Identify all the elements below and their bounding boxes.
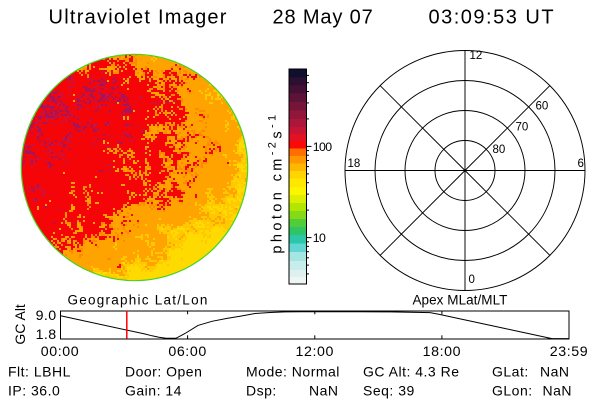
svg-text:6: 6 [578, 158, 584, 170]
svg-text:NaN: NaN [309, 383, 339, 399]
svg-text:NaN: NaN [543, 383, 573, 399]
svg-text:70: 70 [516, 122, 529, 134]
svg-text:06:00: 06:00 [168, 344, 207, 360]
svg-text:Mode: Normal: Mode: Normal [246, 364, 340, 380]
svg-text:1.8: 1.8 [36, 327, 57, 343]
svg-text:Geographic Lat/Lon: Geographic Lat/Lon [68, 292, 209, 307]
svg-text:GLat:: GLat: [492, 364, 529, 380]
svg-text:Apex MLat/MLT: Apex MLat/MLT [413, 292, 508, 307]
svg-text:Flt: LBHL: Flt: LBHL [8, 364, 71, 380]
svg-text:photon cm-2s-1: photon cm-2s-1 [267, 111, 286, 253]
svg-text:28 May 07: 28 May 07 [273, 6, 374, 28]
svg-text:03:09:53 UT: 03:09:53 UT [429, 6, 556, 28]
svg-text:GLon:: GLon: [492, 383, 533, 399]
svg-text:18: 18 [348, 158, 361, 170]
svg-text:NaN: NaN [540, 364, 570, 380]
svg-text:18:00: 18:00 [423, 344, 462, 360]
svg-text:60: 60 [536, 101, 549, 113]
svg-text:Seq: 39: Seq: 39 [363, 383, 415, 399]
svg-text:23:59: 23:59 [550, 344, 589, 360]
svg-text:GC Alt: GC Alt [12, 304, 28, 345]
svg-text:Ultraviolet Imager: Ultraviolet Imager [49, 6, 228, 28]
svg-text:00:00: 00:00 [41, 344, 80, 360]
svg-text:10: 10 [313, 231, 326, 245]
svg-text:IP: 36.0: IP: 36.0 [8, 383, 60, 399]
svg-text:Dsp:: Dsp: [246, 383, 277, 399]
svg-text:12:00: 12:00 [296, 344, 335, 360]
svg-text:100: 100 [313, 140, 332, 154]
svg-text:0: 0 [469, 274, 475, 286]
svg-text:9.0: 9.0 [36, 308, 57, 324]
svg-text:12: 12 [470, 50, 483, 62]
svg-text:80: 80 [493, 144, 506, 156]
svg-text:Gain: 14: Gain: 14 [125, 383, 182, 399]
svg-text:GC Alt: 4.3 Re: GC Alt: 4.3 Re [363, 364, 459, 380]
svg-text:Door: Open: Door: Open [125, 364, 202, 380]
